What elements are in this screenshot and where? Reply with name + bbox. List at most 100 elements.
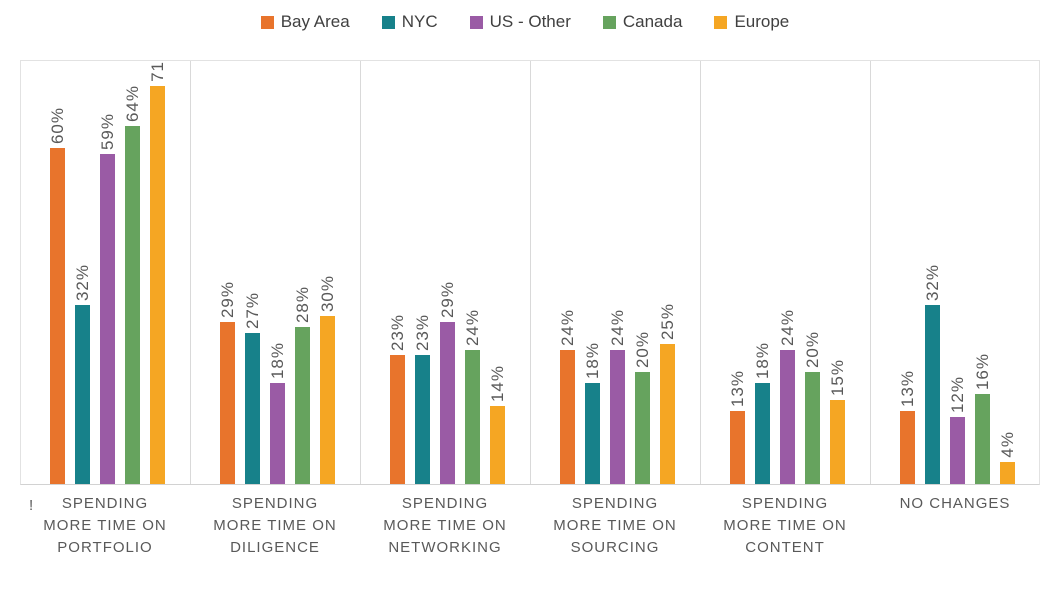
- legend-swatch-icon: [714, 15, 728, 29]
- europe-bar: [490, 406, 505, 484]
- category-label-no-changes: NO CHANGES: [870, 493, 1040, 515]
- bar-value-label: 29%: [437, 280, 457, 318]
- us-other-bar: [780, 350, 795, 484]
- legend-item-nyc: NYC: [381, 12, 438, 32]
- category-separator-gridline: [700, 61, 701, 484]
- bar-value-label: 14%: [487, 364, 507, 402]
- bar-value-label: 18%: [267, 341, 287, 379]
- category-label-line: MORE TIME ON: [213, 517, 337, 534]
- legend-swatch-icon: [602, 15, 616, 29]
- nyc-bar: [75, 305, 90, 484]
- bay-area-bar: [220, 322, 235, 484]
- canada-bar: [635, 372, 650, 484]
- europe-bar: [320, 316, 335, 484]
- canada-bar: [805, 372, 820, 484]
- bar-value-label: 24%: [462, 308, 482, 346]
- bar-value-label: 64%: [122, 84, 142, 122]
- bar-value-label: 16%: [972, 352, 992, 390]
- legend-label: Bay Area: [280, 12, 350, 31]
- legend-swatch-icon: [381, 15, 395, 29]
- us-other-bar: [610, 350, 625, 484]
- bay-area-bar: [900, 411, 915, 484]
- bar-value-label: 32%: [72, 263, 92, 301]
- bar-value-label: 15%: [827, 358, 847, 396]
- bar-value-label: 24%: [607, 308, 627, 346]
- bar-value-label: 12%: [947, 375, 967, 413]
- canada-bar: [465, 350, 480, 484]
- bar-value-label: 29%: [217, 280, 237, 318]
- bay-area-bar: [730, 411, 745, 484]
- chart-legend: Bay Area NYC US - Other Canada Europe: [0, 12, 1050, 32]
- bar-value-label: 18%: [752, 341, 772, 379]
- us-other-bar: [100, 154, 115, 484]
- bar-group-spending-more-time-on-content: 13% 18% 24% 20% 15%: [701, 61, 871, 484]
- bay-area-bar: [50, 148, 65, 484]
- category-label-line: NO CHANGES: [899, 495, 1011, 512]
- us-other-bar: [270, 383, 285, 484]
- bar-value-label: 30%: [317, 274, 337, 312]
- europe-bar: [1000, 462, 1015, 484]
- category-label-line: CONTENT: [745, 539, 825, 556]
- bar-value-label: 27%: [242, 291, 262, 329]
- bar-group-spending-more-time-on-portfolio: 60% 32% 59% 64% 71: [21, 61, 191, 484]
- legend-item-canada: Canada: [602, 12, 683, 32]
- category-label-line: MORE TIME ON: [553, 517, 677, 534]
- legend-label: NYC: [401, 12, 438, 31]
- category-axis-labels: SPENDING MORE TIME ON PORTFOLIO SPENDING MOR…: [0, 493, 1050, 568]
- category-label-line: SOURCING: [570, 539, 660, 556]
- category-label-line: SPENDING: [401, 495, 489, 512]
- bar-value-label: 23%: [387, 313, 407, 351]
- europe-bar: [150, 86, 165, 484]
- bar-value-label: 24%: [557, 308, 577, 346]
- category-label-line: MORE TIME ON: [43, 517, 167, 534]
- bar-value-label: 28%: [292, 285, 312, 323]
- nyc-bar: [925, 305, 940, 484]
- bar-value-label: 24%: [777, 308, 797, 346]
- bay-area-bar: [390, 355, 405, 484]
- category-label-spending-more-time-on-sourcing: SPENDING MORE TIME ON SOURCING: [530, 493, 700, 559]
- bar-value-label: 59%: [97, 112, 117, 150]
- bar-value-label: 25%: [657, 302, 677, 340]
- legend-swatch-icon: [260, 15, 274, 29]
- category-label-spending-more-time-on-portfolio: SPENDING MORE TIME ON PORTFOLIO: [20, 493, 190, 559]
- category-separator-gridline: [530, 61, 531, 484]
- plot-area: 60% 32% 59% 64% 71 29% 27% 18% 28% 30% 23% 23% 29% 24…: [20, 60, 1040, 485]
- legend-item-bay-area: Bay Area: [260, 12, 350, 32]
- bar-group-spending-more-time-on-networking: 23% 23% 29% 24% 14%: [361, 61, 531, 484]
- category-label-spending-more-time-on-networking: SPENDING MORE TIME ON NETWORKING: [360, 493, 530, 559]
- legend-label: Canada: [622, 12, 683, 31]
- category-separator-gridline: [360, 61, 361, 484]
- nyc-bar: [245, 333, 260, 484]
- canada-bar: [975, 394, 990, 484]
- category-label-line: SPENDING: [571, 495, 659, 512]
- europe-bar: [830, 400, 845, 484]
- legend-item-us-other: US - Other: [469, 12, 571, 32]
- bar-value-label: 32%: [922, 263, 942, 301]
- category-separator-gridline: [190, 61, 191, 484]
- nyc-bar: [415, 355, 430, 484]
- clipped-label-fragment: !: [29, 497, 35, 514]
- category-label-line: SPENDING: [61, 495, 149, 512]
- category-label-line: MORE TIME ON: [723, 517, 847, 534]
- category-separator-gridline: [870, 61, 871, 484]
- category-label-line: SPENDING: [741, 495, 829, 512]
- bar-value-label: 4%: [997, 431, 1017, 458]
- nyc-bar: [755, 383, 770, 484]
- legend-swatch-icon: [469, 15, 483, 29]
- bar-group-no-changes: 13% 32% 12% 16% 4%: [871, 61, 1041, 484]
- bar-value-label: 71: [147, 61, 167, 82]
- legend-label: US - Other: [489, 12, 571, 31]
- category-label-line: PORTFOLIO: [57, 539, 153, 556]
- bar-value-label: 13%: [897, 369, 917, 407]
- category-label-line: NETWORKING: [388, 539, 502, 556]
- bar-group-spending-more-time-on-sourcing: 24% 18% 24% 20% 25%: [531, 61, 701, 484]
- canada-bar: [125, 126, 140, 484]
- nyc-bar: [585, 383, 600, 484]
- category-label-line: DILIGENCE: [230, 539, 320, 556]
- bar-value-label: 13%: [727, 369, 747, 407]
- legend-label: Europe: [734, 12, 790, 31]
- bar-value-label: 20%: [802, 330, 822, 368]
- legend-item-europe: Europe: [714, 12, 789, 32]
- bar-value-label: 20%: [632, 330, 652, 368]
